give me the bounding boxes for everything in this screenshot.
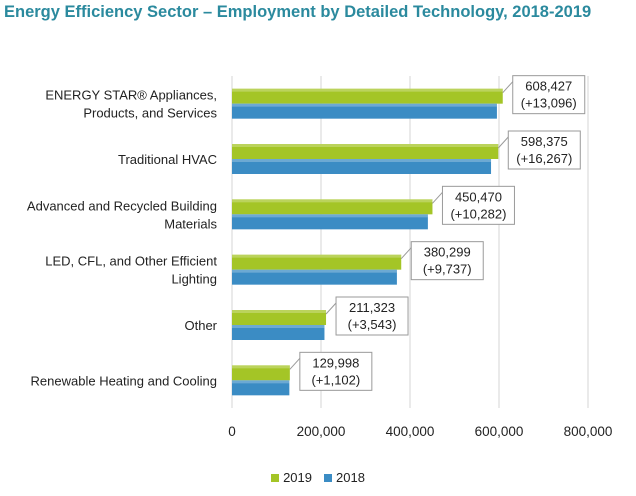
bar-highlight-2018-3	[232, 269, 397, 273]
data-label-box-1	[507, 130, 581, 170]
legend: 2019 2018	[0, 470, 636, 485]
bar-2018-1	[232, 159, 492, 174]
bar-2019-2	[232, 199, 433, 215]
x-tick-label-2: 400,000	[386, 424, 435, 439]
bar-2019-0	[232, 88, 503, 104]
bar-2018-2	[232, 214, 428, 230]
bar-highlight-2019-2	[232, 199, 433, 203]
legend-swatch-2018	[324, 473, 332, 482]
data-label-0-0: 608,427	[525, 79, 572, 94]
data-label-leader-2	[432, 191, 443, 204]
category-label-0-1: Products, and Services	[83, 106, 217, 121]
bar-2019-3	[232, 254, 402, 270]
data-label-box-0	[512, 75, 586, 115]
bar-2018-4	[232, 325, 325, 340]
legend-label-2018: 2018	[336, 470, 365, 485]
data-label-2-1: (+10,282)	[450, 206, 506, 221]
category-label-3-0: LED, CFL, and Other Efficient	[45, 254, 217, 269]
data-label-1-0: 598,375	[521, 134, 568, 149]
chart-title: Energy Efficiency Sector – Employment by…	[4, 3, 592, 21]
data-label-1-1: (+16,267)	[516, 151, 572, 166]
bar-2019-5	[232, 365, 290, 381]
category-label-4-0: Other	[184, 318, 217, 333]
legend-label-2019: 2019	[283, 470, 312, 485]
data-label-5-1: (+1,102)	[311, 372, 360, 387]
bar-2019-4	[232, 310, 327, 325]
data-label-leader-3	[400, 247, 412, 260]
bar-highlight-2018-4	[232, 325, 325, 328]
data-label-4-0: 211,323	[349, 300, 395, 315]
data-label-box-4	[335, 296, 409, 336]
bar-highlight-2019-0	[232, 88, 503, 92]
x-tick-label-1: 200,000	[297, 424, 346, 439]
data-label-box-3	[410, 241, 484, 281]
bar-highlight-2019-3	[232, 254, 402, 258]
category-label-0-0: ENERGY STAR® Appliances,	[45, 88, 217, 103]
bar-2019-1	[232, 144, 499, 159]
bar-highlight-2019-5	[232, 365, 290, 369]
category-label-1-0: Traditional HVAC	[118, 152, 217, 167]
legend-swatch-2019	[271, 473, 280, 482]
data-label-3-1: (+9,737)	[423, 262, 472, 277]
data-label-leader-1	[497, 136, 509, 149]
bar-highlight-2018-1	[232, 159, 492, 162]
data-label-box-5	[299, 351, 373, 391]
category-label-5-0: Renewable Heating and Cooling	[31, 373, 217, 388]
category-label-3-1: Lighting	[171, 272, 217, 287]
x-tick-label-3: 600,000	[475, 424, 524, 439]
data-label-box-2	[441, 185, 515, 225]
data-label-3-0: 380,299	[424, 245, 471, 260]
bar-highlight-2019-1	[232, 144, 499, 147]
x-tick-label-4: 800,000	[564, 424, 613, 439]
bar-highlight-2018-5	[232, 380, 290, 384]
bar-2018-0	[232, 103, 497, 119]
bar-highlight-2018-0	[232, 103, 497, 107]
data-label-2-0: 450,470	[455, 189, 502, 204]
data-label-leader-4	[325, 302, 337, 315]
bar-2018-3	[232, 269, 397, 285]
data-label-4-1: (+3,543)	[348, 317, 397, 332]
legend-item-2018: 2018	[324, 470, 365, 485]
bar-highlight-2018-2	[232, 214, 428, 218]
data-label-5-0: 129,998	[312, 355, 359, 370]
data-label-0-1: (+13,096)	[521, 96, 577, 111]
x-tick-label-0: 0	[228, 424, 236, 439]
legend-item-2019: 2019	[271, 470, 312, 485]
bar-highlight-2019-4	[232, 310, 327, 313]
data-label-leader-0	[502, 81, 514, 94]
category-label-2-1: Materials	[164, 216, 217, 231]
bar-2018-5	[232, 380, 290, 396]
category-label-2-0: Advanced and Recycled Building	[27, 198, 217, 213]
data-label-leader-5	[289, 357, 301, 370]
